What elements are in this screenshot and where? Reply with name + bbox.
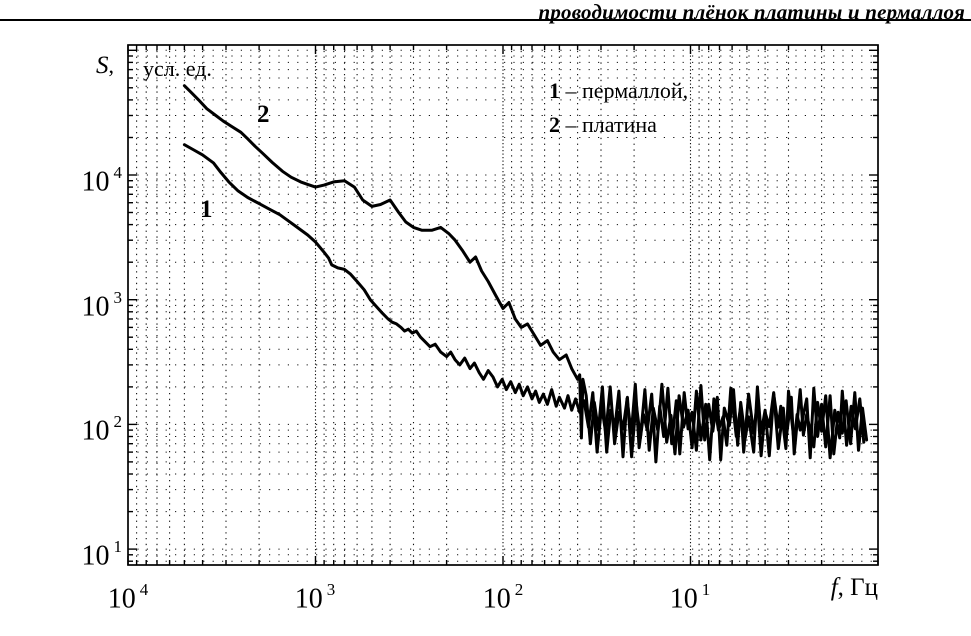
y-tick-label-1e1: 10 1	[81, 537, 123, 572]
y-tick-label-1e4: 10 4	[81, 163, 123, 198]
header-rule	[0, 19, 971, 21]
curve-label-2: 2	[257, 101, 270, 128]
y-axis-label: S,	[96, 52, 114, 79]
y-tick-label-1e3: 10 3	[81, 288, 123, 323]
x-axis-label: f, Гц	[830, 574, 878, 601]
x-tick-label-1e3: 10 3	[294, 580, 336, 615]
curve-label-1: 1	[200, 196, 213, 223]
legend: 1 – пермаллой, 2 – платина	[549, 74, 688, 142]
legend-item-platinum: 2 – платина	[549, 112, 657, 137]
y-tick-label-1e2: 10 2	[81, 412, 123, 447]
x-tick-label-1e2: 10 2	[482, 580, 524, 615]
y-axis-units: усл. ед.	[143, 56, 212, 81]
x-tick-label-1e4: 10 4	[107, 580, 149, 615]
x-tick-label-1e1: 10 1	[669, 580, 711, 615]
legend-item-permalloy: 1 – пермаллой,	[549, 78, 689, 103]
